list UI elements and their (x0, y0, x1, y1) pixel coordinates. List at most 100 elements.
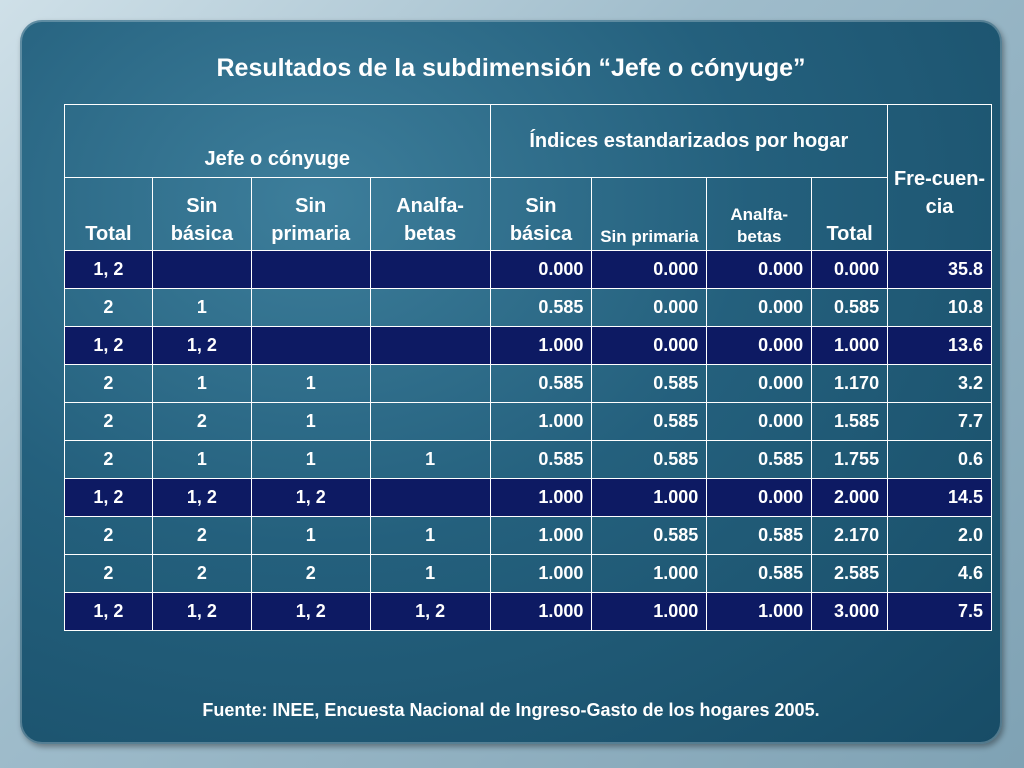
table-cell: 4.6 (887, 554, 992, 593)
table-cell: 1.000 (489, 326, 593, 365)
table-cell: 1, 2 (64, 478, 153, 517)
table-cell: 1, 2 (64, 250, 153, 289)
header-idx-sin-primaria: Sin primaria (591, 177, 708, 251)
header-jefe-conyuge: Jefe o cónyuge (64, 104, 491, 178)
table-cell: 0.585 (489, 364, 593, 403)
table-cell: 1 (369, 516, 491, 555)
table-cell: 14.5 (887, 478, 992, 517)
table-cell: 1, 2 (369, 592, 491, 631)
header-analfabetas: Analfa-betas (369, 177, 491, 251)
table-row: 2 2 1 1 1.000 0.585 0.585 2.170 2.0 (64, 516, 992, 555)
table-cell: 1.000 (489, 516, 593, 555)
table-cell (250, 288, 371, 327)
table-cell: 1 (250, 364, 371, 403)
slide-panel: Resultados de la subdimensión “Jefe o có… (20, 20, 1002, 744)
table-cell: 1.000 (489, 478, 593, 517)
table-cell: 0.000 (591, 326, 708, 365)
table-row: 2 2 2 1 1.000 1.000 0.585 2.585 4.6 (64, 554, 992, 593)
table-cell: 2.170 (811, 516, 889, 555)
table-cell: 35.8 (887, 250, 992, 289)
header-total: Total (64, 177, 153, 251)
table-cell: 7.5 (887, 592, 992, 631)
table-cell: 0.000 (706, 250, 813, 289)
table-cell: 2 (64, 440, 153, 479)
header-idx-sin-basica: Sin básica (489, 177, 593, 251)
table-row: 2 2 1 1.000 0.585 0.000 1.585 7.7 (64, 402, 992, 441)
table-cell: 0.585 (591, 516, 708, 555)
table-cell: 1, 2 (250, 478, 371, 517)
table-cell: 1 (151, 440, 252, 479)
table-cell: 13.6 (887, 326, 992, 365)
table-cell: 1 (250, 516, 371, 555)
table-cell: 1, 2 (151, 592, 252, 631)
header-sin-basica: Sin básica (151, 177, 252, 251)
table-cell: 0.585 (811, 288, 889, 327)
header-idx-total: Total (811, 177, 889, 251)
table-cell (369, 364, 491, 403)
header-row-columns: Total Sin básica Sin primaria Analfa-bet… (64, 177, 992, 251)
table-cell: 0.585 (489, 440, 593, 479)
table-cell: 0.000 (811, 250, 889, 289)
table-cell: 1.000 (591, 554, 708, 593)
table-cell (250, 326, 371, 365)
table-row: 2 1 1 0.585 0.585 0.000 1.170 3.2 (64, 364, 992, 403)
table-row: 2 1 0.585 0.000 0.000 0.585 10.8 (64, 288, 992, 327)
table-cell: 2 (151, 516, 252, 555)
header-indices-estandarizados: Índices estandarizados por hogar (489, 104, 889, 178)
table-cell: 0.585 (591, 364, 708, 403)
table-cell: 1.000 (489, 592, 593, 631)
table-cell: 1.755 (811, 440, 889, 479)
table-cell: 0.000 (706, 402, 813, 441)
table-row: 1, 2 1, 2 1, 2 1, 2 1.000 1.000 1.000 3.000 7.5 (64, 592, 992, 631)
table-cell: 2 (151, 402, 252, 441)
table-cell: 0.6 (887, 440, 992, 479)
table-cell: 10.8 (887, 288, 992, 327)
table-cell: 2.000 (811, 478, 889, 517)
slide-title: Resultados de la subdimensión “Jefe o có… (216, 54, 806, 82)
table-cell: 1, 2 (64, 326, 153, 365)
table-cell: 1.000 (706, 592, 813, 631)
table-row: 1, 2 1, 2 1, 2 1.000 1.000 0.000 2.000 14.5 (64, 478, 992, 517)
header-frecuencia: Fre-cuen-cia (887, 104, 992, 251)
table-cell: 2 (151, 554, 252, 593)
table-cell: 1 (151, 288, 252, 327)
table-cell: 3.000 (811, 592, 889, 631)
table-cell: 1.000 (489, 554, 593, 593)
table-cell: 0.585 (706, 516, 813, 555)
table-cell: 1 (250, 440, 371, 479)
table-cell: 3.2 (887, 364, 992, 403)
table-cell: 1, 2 (64, 592, 153, 631)
table-cell: 0.585 (591, 402, 708, 441)
results-table: Jefe o cónyuge Índices estandarizados po… (64, 104, 992, 631)
table-cell: 1.000 (489, 402, 593, 441)
table-cell: 1, 2 (250, 592, 371, 631)
table-cell: 0.000 (706, 364, 813, 403)
table-cell: 0.000 (489, 250, 593, 289)
source-note: Fuente: INEE, Encuesta Nacional de Ingre… (202, 700, 820, 720)
table-cell: 1.585 (811, 402, 889, 441)
table-cell: 1, 2 (151, 478, 252, 517)
table-cell (250, 250, 371, 289)
table-cell: 1 (369, 440, 491, 479)
table-cell: 0.585 (706, 554, 813, 593)
table-cell: 2 (64, 402, 153, 441)
table-cell: 2.0 (887, 516, 992, 555)
table-cell: 2 (64, 516, 153, 555)
table-cell: 2.585 (811, 554, 889, 593)
table-cell: 0.585 (489, 288, 593, 327)
table-cell: 1.000 (591, 592, 708, 631)
table-cell (369, 250, 491, 289)
table-cell: 0.000 (706, 288, 813, 327)
table-row: 2 1 1 1 0.585 0.585 0.585 1.755 0.6 (64, 440, 992, 479)
table-cell: 1 (151, 364, 252, 403)
table-cell: 0.585 (591, 440, 708, 479)
table-cell: 1, 2 (151, 326, 252, 365)
table-row: 1, 2 0.000 0.000 0.000 0.000 35.8 (64, 250, 992, 289)
table-cell: 1 (250, 402, 371, 441)
table-cell: 0.000 (706, 478, 813, 517)
table-cell: 2 (64, 288, 153, 327)
table-cell: 0.000 (591, 288, 708, 327)
table-cell: 1.000 (591, 478, 708, 517)
table-cell (369, 478, 491, 517)
table-cell: 1.170 (811, 364, 889, 403)
